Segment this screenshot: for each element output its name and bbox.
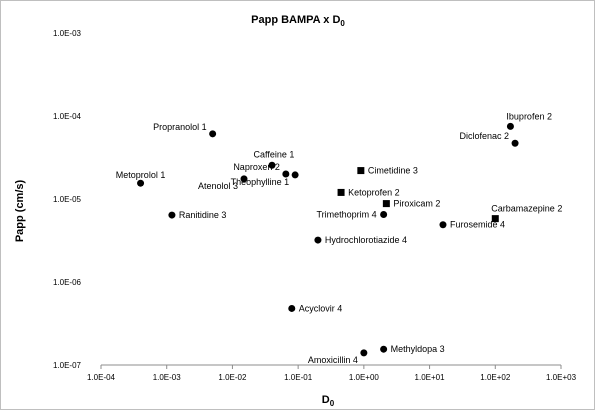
- point-metoprolol-1: [137, 179, 145, 187]
- y-tick-label: 1.0E-06: [53, 278, 82, 287]
- label-hydrochlorotiazide-4: Hydrochlorotiazide 4: [325, 235, 407, 245]
- point-amoxicillin-4: [360, 349, 368, 357]
- label-furosemide-4: Furosemide 4: [450, 220, 505, 230]
- label-diclofenac-2: Diclofenac 2: [460, 131, 510, 141]
- label-naproxen-2: Naproxen 2: [233, 162, 280, 172]
- x-tick-label: 1.0E-02: [218, 373, 247, 382]
- point-furosemide-4: [439, 221, 447, 229]
- x-axis-ticks: 1.0E-04 1.0E-03 1.0E-02 1.0E-01 1.0E+00 1.0E+…: [87, 365, 577, 382]
- point-ranitidine-3: [168, 211, 176, 219]
- x-tick-label: 1.0E+01: [415, 373, 446, 382]
- point-acyclovir-4: [288, 304, 296, 312]
- y-axis-label: Papp (cm/s): [14, 179, 26, 242]
- x-tick-label: 1.0E-03: [153, 373, 182, 382]
- x-axis-label: D0: [322, 394, 335, 408]
- x-tick-label: 1.0E-01: [284, 373, 313, 382]
- point-methyldopa-3: [380, 345, 388, 353]
- label-methyldopa-3: Methyldopa 3: [391, 344, 445, 354]
- point-diclofenac-2: [511, 139, 519, 147]
- x-tick-label: 1.0E+02: [480, 373, 511, 382]
- y-tick-label: 1.0E-03: [53, 29, 82, 38]
- point-caffeine-1: [268, 161, 276, 169]
- label-ranitidine-3: Ranitidine 3: [179, 210, 227, 220]
- point-theophylline-1: [291, 171, 299, 179]
- chart-title: Papp BAMPA x D0: [251, 14, 345, 28]
- label-amoxicillin-4: Amoxicillin 4: [308, 355, 358, 365]
- point-naproxen-2: [282, 170, 290, 178]
- data-point-labels: Propranolol 1 Metoprolol 1 Ranitidine 3 Ate…: [116, 111, 563, 365]
- data-points: [137, 122, 519, 357]
- point-trimethoprim-4: [380, 211, 388, 219]
- label-atenolol-3: Atenolol 3: [198, 181, 238, 191]
- label-acyclovir-4: Acyclovir 4: [299, 303, 343, 313]
- point-hydrochlorotiazide-4: [314, 236, 322, 244]
- point-ketoprofen-2: [337, 188, 345, 196]
- label-propranolol-1: Propranolol 1: [153, 122, 207, 132]
- y-tick-label: 1.0E-04: [53, 112, 82, 121]
- x-tick-label: 1.0E+03: [546, 373, 577, 382]
- point-atenolol-3: [240, 175, 248, 183]
- x-tick-label: 1.0E+00: [349, 373, 380, 382]
- point-ibuprofen-2: [506, 122, 514, 130]
- label-metoprolol-1: Metoprolol 1: [116, 170, 166, 180]
- y-tick-label: 1.0E-07: [53, 361, 82, 370]
- label-cimetidine-3: Cimetidine 3: [368, 166, 418, 176]
- point-carbamazepine-2: [491, 215, 499, 223]
- x-tick-label: 1.0E-04: [87, 373, 116, 382]
- label-caffeine-1: Caffeine 1: [254, 149, 295, 159]
- point-cimetidine-3: [357, 167, 365, 175]
- point-piroxicam-2: [382, 200, 390, 208]
- label-carbamazepine-2: Carbamazepine 2: [491, 204, 562, 214]
- y-tick-label: 1.0E-05: [53, 195, 82, 204]
- label-trimethoprim-4: Trimethoprim 4: [316, 210, 376, 220]
- y-axis-ticks: 1.0E-07 1.0E-06 1.0E-05 1.0E-04 1.0E-03: [53, 29, 82, 370]
- label-piroxicam-2: Piroxicam 2: [393, 199, 440, 209]
- point-propranolol-1: [209, 130, 217, 138]
- label-ibuprofen-2: Ibuprofen 2: [506, 111, 552, 121]
- label-theophylline-1: Theophylline 1: [231, 177, 290, 187]
- label-ketoprofen-2: Ketoprofen 2: [348, 187, 400, 197]
